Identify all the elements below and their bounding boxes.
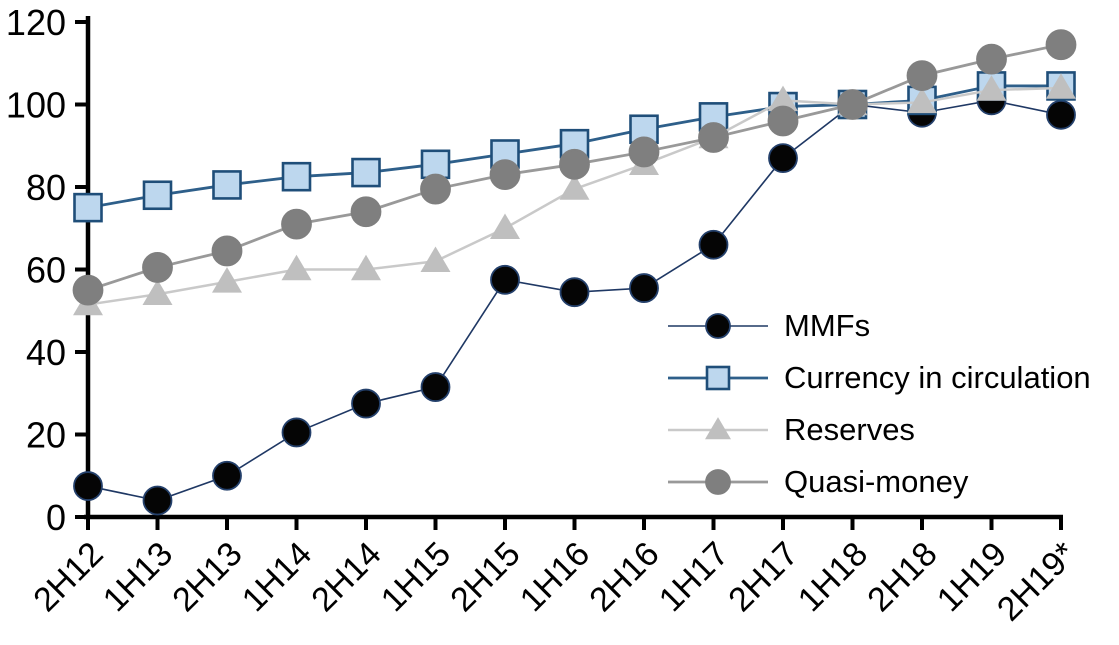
marker-circle [837, 89, 868, 120]
legend-item-quasi-money: Quasi-money [668, 456, 1091, 508]
marker-circle [698, 122, 729, 153]
marker-circle [976, 43, 1007, 75]
marker-circle [1046, 99, 1076, 130]
legend-label-quasi-money: Quasi-money [784, 464, 969, 499]
marker-circle [705, 313, 731, 339]
marker-triangle [212, 267, 242, 293]
marker-circle [281, 208, 312, 240]
marker-circle [72, 274, 104, 306]
legend-label-reserves: Reserves [784, 412, 915, 447]
x-tick-label-2H16: 2H16 [582, 535, 666, 619]
marker-circle [559, 277, 590, 308]
x-tick-label-2H19: 2H19* [990, 535, 1084, 629]
marker-circle [490, 264, 520, 295]
y-tick-label: 120 [6, 2, 66, 43]
x-tick-label-1H14: 1H14 [235, 535, 319, 619]
marker-square [705, 365, 731, 391]
series-quasi-money [72, 29, 1077, 306]
marker-circle [73, 471, 103, 501]
legend-label-currency: Currency in circulation [784, 360, 1091, 395]
x-tick-label-2H15: 2H15 [443, 535, 527, 619]
marker-triangle [281, 254, 312, 281]
marker-circle [281, 417, 312, 448]
y-tick-label: 40 [26, 332, 66, 373]
marker-triangle [142, 279, 173, 305]
legend-marker-quasi-money-icon [668, 467, 768, 497]
x-tick-label-2H18: 2H18 [860, 535, 944, 619]
marker-circle [705, 469, 731, 495]
x-tick-label-1H17: 1H17 [652, 535, 736, 619]
x-tick-label-1H13: 1H13 [96, 535, 180, 619]
legend-item-reserves: Reserves [668, 404, 1091, 456]
x-tick-label-2H17: 2H17 [721, 535, 805, 619]
marker-circle [142, 252, 173, 283]
marker-circle [420, 372, 451, 402]
marker-circle [768, 143, 798, 174]
marker-circle [629, 273, 659, 303]
marker-triangle [907, 87, 937, 114]
marker-triangle [490, 213, 520, 239]
legend-swatch [668, 469, 768, 495]
y-tick-label: 20 [26, 415, 66, 456]
legend-marker-currency-icon [668, 363, 768, 393]
legend-marker-reserves-icon [668, 415, 768, 445]
chart-legend: MMFs Currency in circulation Reserves Qu… [668, 300, 1091, 508]
legend-swatch [668, 313, 768, 339]
axes [75, 16, 1063, 530]
marker-circle [1045, 29, 1077, 61]
marker-triangle [351, 254, 381, 281]
marker-circle [559, 148, 590, 180]
legend-item-currency-in-circulation: Currency in circulation [668, 352, 1091, 404]
marker-triangle [768, 85, 798, 112]
legend-label-mmfs: MMFs [784, 308, 871, 343]
x-tick-label-2H12: 2H12 [26, 535, 110, 619]
marker-triangle [1046, 73, 1076, 99]
x-tick-label-1H15: 1H15 [374, 535, 458, 619]
y-tick-label: 80 [26, 167, 66, 208]
marker-circle [351, 388, 381, 419]
x-tick-label-1H18: 1H18 [791, 535, 875, 619]
marker-circle [420, 173, 451, 205]
x-tick-label-1H16: 1H16 [513, 535, 597, 619]
marker-triangle [420, 246, 451, 272]
legend-item-mmfs: MMFs [668, 300, 1091, 352]
y-tick-label: 60 [26, 250, 66, 291]
y-tick-label: 100 [6, 85, 66, 126]
marker-circle [142, 485, 173, 516]
marker-triangle [559, 174, 590, 200]
legend-marker-mmfs-icon [668, 311, 768, 341]
marker-circle [489, 159, 521, 191]
marker-circle [350, 196, 382, 228]
marker-square [212, 170, 242, 200]
marker-square [142, 180, 173, 211]
x-tick-label-2H13: 2H13 [165, 535, 249, 619]
marker-circle [906, 60, 938, 92]
marker-square [351, 157, 381, 188]
marker-square [281, 161, 312, 192]
marker-triangle [976, 75, 1007, 101]
marker-triangle [705, 417, 731, 440]
marker-circle [698, 229, 729, 260]
marker-circle [212, 460, 242, 491]
marker-circle [628, 136, 660, 168]
legend-swatch [668, 365, 768, 391]
marker-square [73, 192, 103, 223]
x-tick-label-2H14: 2H14 [304, 535, 388, 619]
y-tick-label: 0 [46, 497, 66, 538]
legend-swatch [668, 417, 768, 440]
marker-circle [767, 105, 799, 137]
marker-circle [211, 235, 243, 267]
